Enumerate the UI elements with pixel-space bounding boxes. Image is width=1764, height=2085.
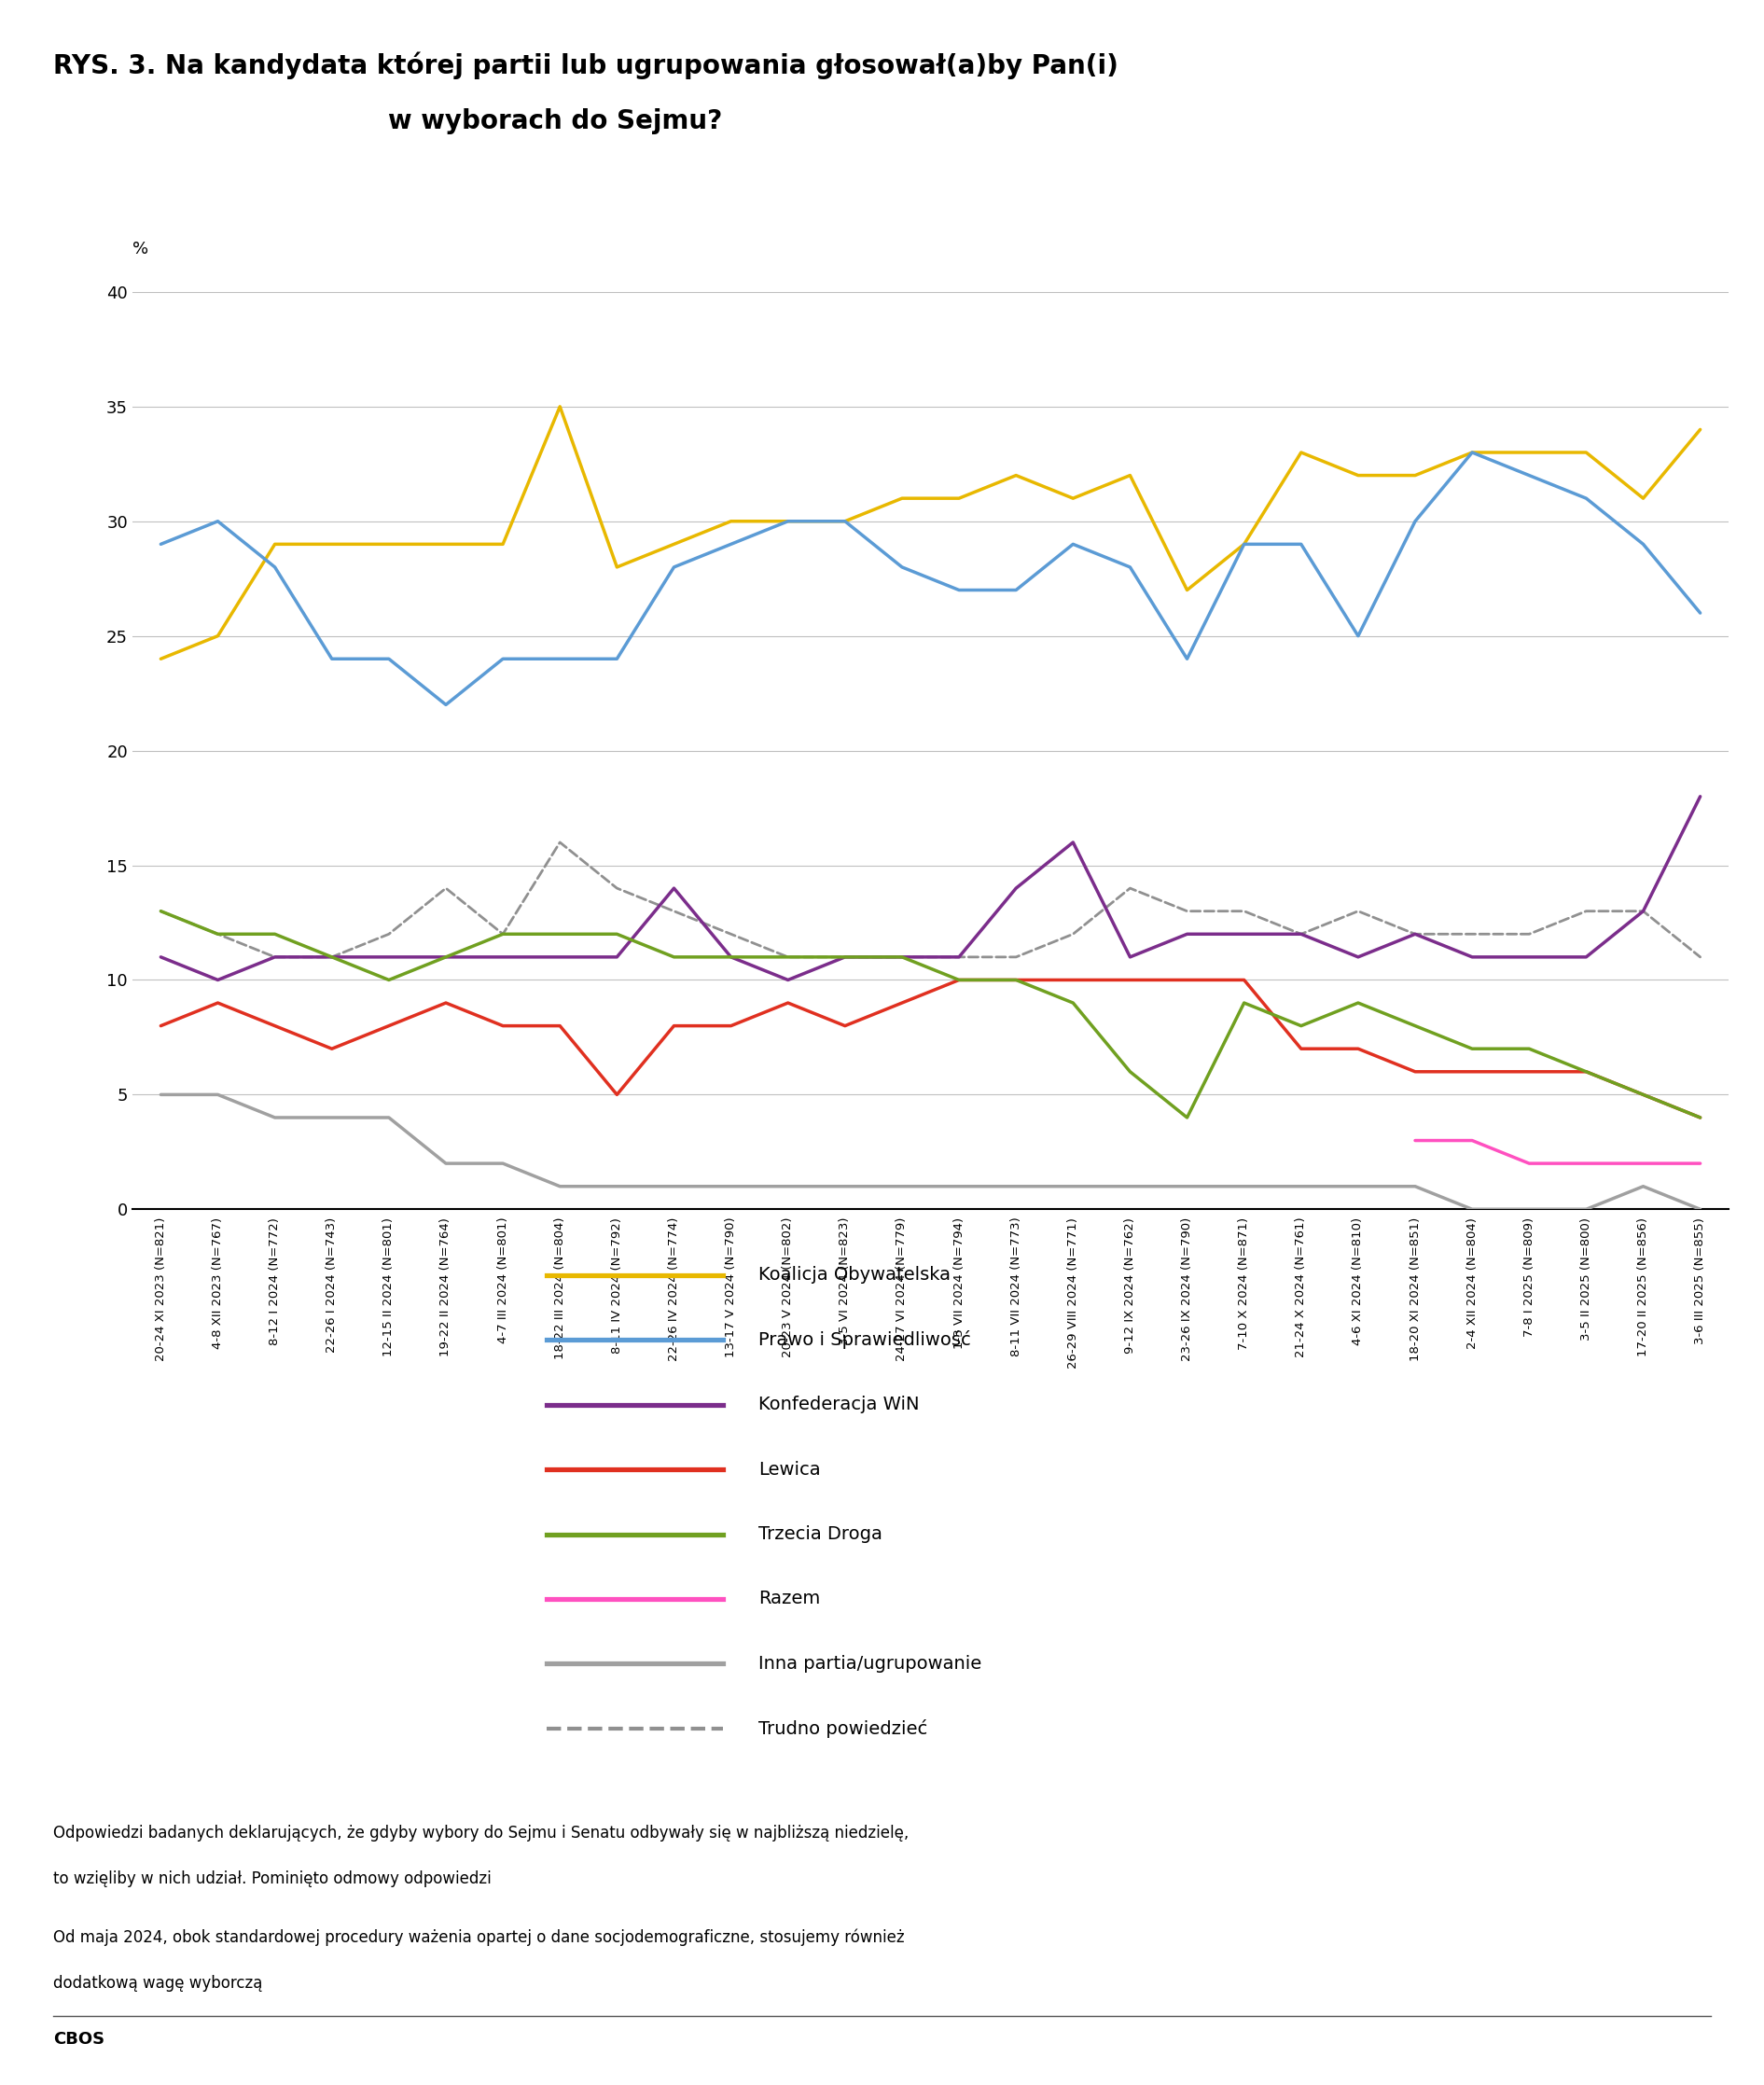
- Text: Trudno powiedzieć: Trudno powiedzieć: [759, 1718, 928, 1737]
- Text: Trzecia Droga: Trzecia Droga: [759, 1526, 882, 1543]
- Text: Odpowiedzi badanych deklarujących, że gdyby wybory do Sejmu i Senatu odbywały si: Odpowiedzi badanych deklarujących, że gd…: [53, 1824, 908, 1841]
- Text: Konfederacja WiN: Konfederacja WiN: [759, 1395, 919, 1414]
- Text: to wzięliby w nich udział. Pominięto odmowy odpowiedzi: to wzięliby w nich udział. Pominięto odm…: [53, 1870, 490, 1887]
- Text: RYS. 3. Na kandydata której partii lub ugrupowania głosował(a)by Pan(i): RYS. 3. Na kandydata której partii lub u…: [53, 52, 1118, 79]
- Text: Inna partia/ugrupowanie: Inna partia/ugrupowanie: [759, 1655, 983, 1672]
- Text: Koalicja Obywatelska: Koalicja Obywatelska: [759, 1266, 951, 1284]
- Text: CBOS: CBOS: [53, 2031, 104, 2047]
- Text: Lewica: Lewica: [759, 1460, 820, 1478]
- Text: Razem: Razem: [759, 1591, 820, 1608]
- Text: dodatkową wagę wyborczą: dodatkową wagę wyborczą: [53, 1974, 263, 1991]
- Text: Prawo i Sprawiedliwość: Prawo i Sprawiedliwość: [759, 1330, 970, 1349]
- Text: Od maja 2024, obok standardowej procedury ważenia opartej o dane socjodemografic: Od maja 2024, obok standardowej procedur…: [53, 1929, 905, 1945]
- Text: %: %: [132, 240, 148, 256]
- Text: w wyborach do Sejmu?: w wyborach do Sejmu?: [388, 108, 721, 136]
